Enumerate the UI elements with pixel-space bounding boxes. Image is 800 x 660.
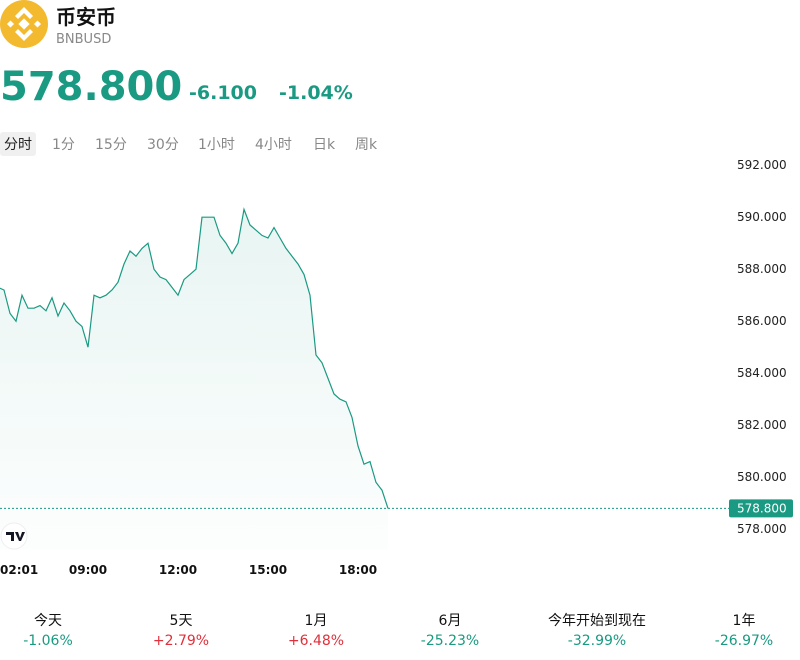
period-change[interactable]: -1.06% (23, 633, 73, 649)
x-tick-label: 18:00 (339, 563, 377, 577)
tab[interactable]: 日k (313, 137, 336, 153)
tab[interactable]: 1分 (52, 137, 75, 153)
period-change[interactable]: +6.48% (288, 633, 344, 649)
tab-active-bg (0, 132, 36, 156)
tab[interactable]: 周k (355, 137, 378, 153)
tabs: 分时 1分 15分 30分 1小时 4小时 日k 周k (4, 137, 378, 153)
x-tick-label: 02:01 (0, 563, 38, 577)
tab[interactable]: 1小时 (198, 137, 235, 153)
tab[interactable]: 15分 (95, 137, 127, 153)
y-tick-label: 592.000 (737, 158, 787, 172)
y-tick-label: 584.000 (737, 366, 787, 380)
period-label[interactable]: 1月 (305, 613, 328, 629)
logo (0, 0, 48, 48)
y-tick-label: 580.000 (737, 470, 787, 484)
axes: 578.000 580.000 582.000 584.000 586.000 588.0… (0, 158, 793, 577)
period-change[interactable]: -32.99% (568, 633, 626, 649)
area (0, 209, 388, 550)
y-tick-label: 588.000 (737, 262, 787, 276)
periods: 今天 -1.06% 5天 +2.79% 1月 +6.48% 6月 -25.23% 今年开始到现在… (23, 613, 773, 649)
period-change[interactable]: +2.79% (153, 633, 209, 649)
y-tick-label: 590.000 (737, 210, 787, 224)
x-tick-label: 12:00 (159, 563, 197, 577)
tv-logo (0, 522, 28, 550)
period-label[interactable]: 今天 (34, 613, 62, 629)
period-change[interactable]: -26.97% (715, 633, 773, 649)
price: 578.800 (0, 64, 182, 110)
period-label[interactable]: 今年开始到现在 (548, 613, 646, 629)
asset-name: 币安币 (56, 5, 116, 29)
asset-symbol: BNBUSD (56, 32, 111, 47)
y-tick-label: 586.000 (737, 314, 787, 328)
price-line (0, 207, 389, 509)
last-price-label: 578.800 (737, 501, 787, 515)
y-tick-label: 578.000 (737, 522, 787, 536)
last-price-box (729, 499, 793, 518)
x-tick-label: 15:00 (249, 563, 287, 577)
price-change: -6.100 (189, 82, 257, 104)
period-label[interactable]: 6月 (439, 613, 462, 629)
tab[interactable]: 30分 (147, 137, 179, 153)
price-change-pct: -1.04% (279, 82, 353, 104)
period-label[interactable]: 1年 (733, 613, 756, 629)
x-tick-label: 09:00 (69, 563, 107, 577)
period-change[interactable]: -25.23% (421, 633, 479, 649)
period-label[interactable]: 5天 (170, 613, 193, 629)
y-tick-label: 582.000 (737, 418, 787, 432)
tab[interactable]: 4小时 (255, 137, 292, 153)
chart (0, 207, 389, 550)
tab[interactable]: 分时 (4, 137, 32, 153)
